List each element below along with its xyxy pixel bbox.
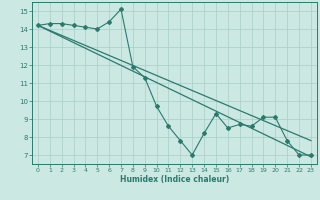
X-axis label: Humidex (Indice chaleur): Humidex (Indice chaleur) (120, 175, 229, 184)
